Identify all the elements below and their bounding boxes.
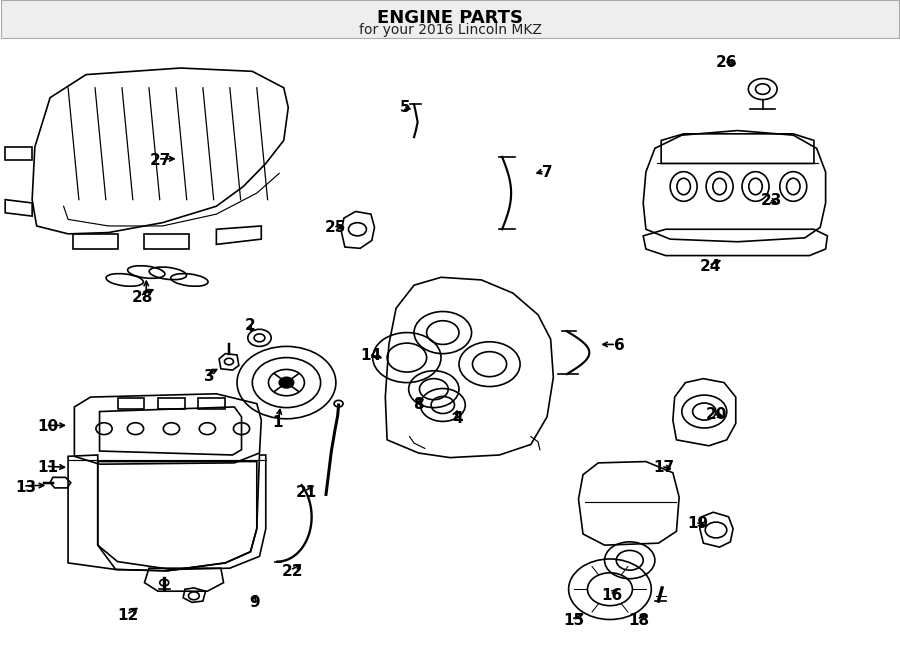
Text: 28: 28 bbox=[132, 290, 153, 305]
Text: 7: 7 bbox=[542, 165, 553, 180]
Text: 18: 18 bbox=[628, 613, 649, 629]
Text: 11: 11 bbox=[37, 460, 58, 475]
Text: 15: 15 bbox=[563, 613, 585, 629]
Text: 14: 14 bbox=[360, 348, 382, 363]
Text: 27: 27 bbox=[150, 153, 171, 168]
FancyBboxPatch shape bbox=[1, 0, 899, 38]
Text: 6: 6 bbox=[614, 338, 625, 353]
Text: 10: 10 bbox=[37, 419, 58, 434]
Text: 19: 19 bbox=[688, 516, 708, 531]
Text: 12: 12 bbox=[118, 608, 139, 623]
Text: 21: 21 bbox=[295, 485, 317, 500]
Text: 1: 1 bbox=[272, 414, 283, 430]
Text: ENGINE PARTS: ENGINE PARTS bbox=[377, 9, 523, 27]
Text: 2: 2 bbox=[245, 319, 256, 334]
Text: 5: 5 bbox=[400, 100, 410, 115]
Text: 26: 26 bbox=[716, 56, 737, 70]
Text: 23: 23 bbox=[761, 194, 782, 208]
Circle shape bbox=[279, 377, 293, 388]
Text: 13: 13 bbox=[15, 480, 36, 494]
Text: 17: 17 bbox=[653, 460, 674, 475]
Text: 8: 8 bbox=[413, 397, 424, 412]
Text: 22: 22 bbox=[282, 564, 303, 579]
Text: 25: 25 bbox=[324, 220, 346, 235]
Text: 4: 4 bbox=[452, 410, 463, 426]
Text: 9: 9 bbox=[248, 595, 259, 610]
Text: 20: 20 bbox=[706, 407, 726, 422]
Text: 24: 24 bbox=[700, 259, 721, 274]
Text: 3: 3 bbox=[204, 369, 214, 383]
Text: 16: 16 bbox=[601, 588, 623, 603]
Text: for your 2016 Lincoln MKZ: for your 2016 Lincoln MKZ bbox=[358, 23, 542, 37]
